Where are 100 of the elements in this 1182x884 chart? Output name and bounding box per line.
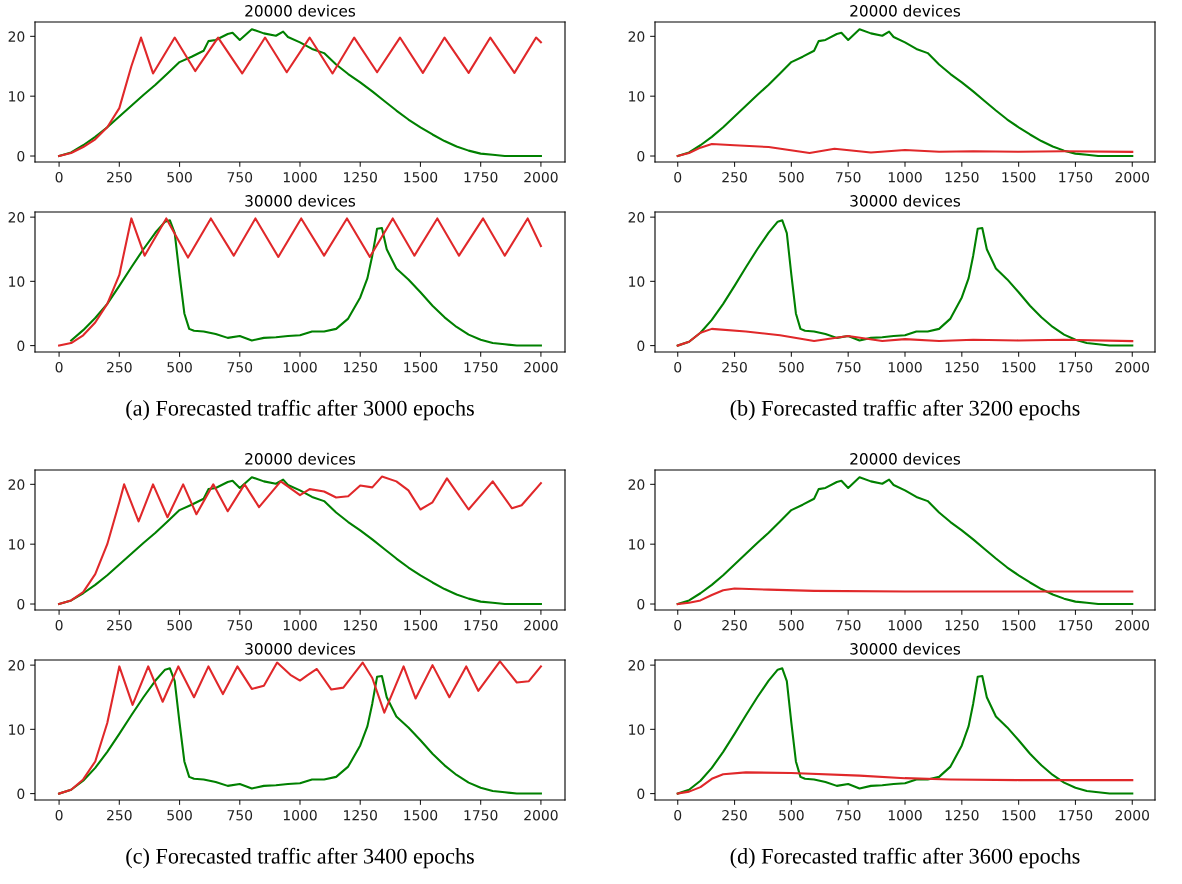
y-tick-label: 0 xyxy=(17,788,25,800)
x-tick-label: 1750 xyxy=(1059,171,1093,183)
x-tick-label: 500 xyxy=(779,361,804,373)
x-tick-label: 0 xyxy=(674,809,682,821)
x-tick-label: 1250 xyxy=(945,171,979,183)
x-tick-label: 1500 xyxy=(1002,171,1036,183)
x-tick-label: 250 xyxy=(722,619,747,631)
x-tick-label: 750 xyxy=(227,361,253,373)
x-tick-label: 500 xyxy=(167,809,192,821)
chart-title: 30000 devices xyxy=(850,642,961,655)
y-tick-label: 10 xyxy=(9,724,25,735)
chart-title: 30000 devices xyxy=(850,194,961,207)
x-tick-label: 1750 xyxy=(464,361,498,373)
y-tick-label: 0 xyxy=(17,598,25,610)
line-series xyxy=(676,143,1134,158)
x-tick-label: 1500 xyxy=(1002,809,1036,821)
x-tick-label: 1250 xyxy=(945,809,979,821)
text: (d) Forecasted traffic after 3600 epochs xyxy=(730,847,1080,869)
x-tick-label: 500 xyxy=(167,361,192,373)
line-series xyxy=(676,28,1134,158)
x-tick-label: 1000 xyxy=(888,809,922,821)
x-tick-label: 0 xyxy=(674,619,682,631)
x-tick-label: 1750 xyxy=(1059,809,1093,821)
text: (c) Forecasted traffic after 3400 epochs xyxy=(126,847,474,869)
x-tick-label: 250 xyxy=(107,619,132,631)
x-tick-label: 2000 xyxy=(1115,809,1150,821)
x-tick-label: 1500 xyxy=(404,619,438,631)
y-tick-label: 20 xyxy=(8,660,25,671)
x-tick-label: 1000 xyxy=(283,619,317,631)
x-tick-label: 750 xyxy=(227,171,253,183)
x-tick-label: 1000 xyxy=(888,619,922,631)
x-tick-label: 1500 xyxy=(1002,361,1036,373)
y-tick-label: 10 xyxy=(629,539,645,550)
x-tick-label: 750 xyxy=(836,809,861,821)
y-tick-label: 0 xyxy=(637,788,645,800)
x-tick-label: 1250 xyxy=(945,361,979,373)
x-tick-label: 750 xyxy=(836,361,861,373)
chart-title: 20000 devices xyxy=(245,452,356,465)
x-tick-label: 2000 xyxy=(1115,171,1150,183)
x-tick-label: 2000 xyxy=(524,809,558,821)
x-tick-label: 1000 xyxy=(283,809,317,821)
chart-title: 20000 devices xyxy=(850,4,961,17)
y-tick-label: 20 xyxy=(8,479,25,490)
x-tick-label: 1000 xyxy=(888,361,922,373)
x-tick-label: 500 xyxy=(779,809,804,821)
x-tick-label: 500 xyxy=(167,171,192,183)
x-tick-label: 2000 xyxy=(1115,361,1150,373)
line-series xyxy=(676,476,1134,606)
y-tick-label: 10 xyxy=(629,724,645,735)
x-tick-label: 1750 xyxy=(1059,619,1093,631)
x-tick-label: 1250 xyxy=(344,809,377,821)
line-series xyxy=(676,587,1134,606)
x-tick-label: 1000 xyxy=(283,171,317,183)
x-tick-label: 2000 xyxy=(524,619,558,631)
y-tick-label: 0 xyxy=(637,598,645,610)
y-tick-label: 10 xyxy=(9,276,25,287)
x-tick-label: 1000 xyxy=(888,171,922,183)
line-series xyxy=(676,771,1134,795)
chart-title: 20000 devices xyxy=(245,4,356,17)
text: (b) Forecasted traffic after 3200 epochs xyxy=(730,399,1080,421)
x-tick-label: 250 xyxy=(722,361,747,373)
x-tick-label: 250 xyxy=(722,171,747,183)
y-tick-label: 20 xyxy=(628,660,645,671)
x-tick-label: 1500 xyxy=(404,809,438,821)
x-tick-label: 500 xyxy=(167,619,192,631)
x-tick-label: 750 xyxy=(836,619,861,631)
x-tick-label: 250 xyxy=(722,809,747,821)
chart-title: 30000 devices xyxy=(245,642,356,655)
x-tick-label: 2000 xyxy=(524,171,558,183)
y-tick-label: 0 xyxy=(17,340,25,352)
x-tick-label: 250 xyxy=(107,171,132,183)
x-tick-label: 1250 xyxy=(344,361,377,373)
x-tick-label: 500 xyxy=(779,171,804,183)
y-tick-label: 10 xyxy=(9,91,25,102)
y-tick-label: 0 xyxy=(17,150,25,162)
x-tick-label: 750 xyxy=(227,619,253,631)
y-tick-label: 20 xyxy=(628,212,645,223)
text: (a) Forecasted traffic after 3000 epochs xyxy=(126,399,474,421)
y-tick-label: 20 xyxy=(8,212,25,223)
x-tick-label: 250 xyxy=(107,361,132,373)
x-tick-label: 0 xyxy=(55,171,63,183)
x-tick-label: 0 xyxy=(55,809,63,821)
x-tick-label: 750 xyxy=(227,809,253,821)
y-tick-label: 20 xyxy=(628,479,645,490)
x-tick-label: 1750 xyxy=(1059,361,1093,373)
x-tick-label: 0 xyxy=(674,361,682,373)
y-tick-label: 0 xyxy=(637,150,645,162)
x-tick-label: 1250 xyxy=(344,171,377,183)
x-tick-label: 2000 xyxy=(524,361,558,373)
x-tick-label: 0 xyxy=(55,619,63,631)
x-tick-label: 250 xyxy=(107,809,132,821)
x-tick-label: 0 xyxy=(674,171,682,183)
y-tick-label: 0 xyxy=(637,340,645,352)
x-tick-label: 750 xyxy=(836,171,861,183)
x-tick-label: 1250 xyxy=(945,619,979,631)
y-tick-label: 10 xyxy=(629,276,645,287)
x-tick-label: 500 xyxy=(779,619,804,631)
x-tick-label: 1250 xyxy=(344,619,377,631)
chart-title: 20000 devices xyxy=(850,452,961,465)
x-tick-label: 1500 xyxy=(404,361,438,373)
